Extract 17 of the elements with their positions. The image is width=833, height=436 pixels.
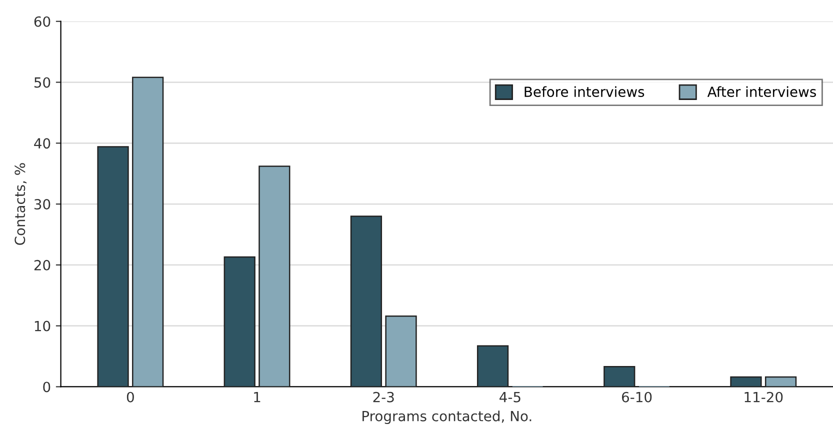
x-tick-label: 4-5 [500,392,520,402]
legend-label: After interviews [707,86,816,98]
legend-label: Before interviews [524,86,644,98]
x-tick-label: 1 [254,392,260,402]
x-axis-title: Programs contacted, No. [362,410,532,424]
y-tick-label: 20 [34,260,50,270]
y-tick-label: 10 [34,320,50,332]
y-axis-title: Contacts, % [14,163,27,245]
y-tick-label: 30 [34,199,50,210]
x-tick-label: 0 [126,392,134,402]
y-tick-label: 0 [43,382,50,392]
x-tick-label: 2-3 [373,392,394,402]
y-tick-label: 60 [34,16,50,27]
y-tick-label: 40 [34,138,50,149]
y-tick-label: 50 [34,77,50,88]
x-tick-label: 6-10 [622,392,652,402]
x-tick-label: 11-20 [744,392,783,402]
